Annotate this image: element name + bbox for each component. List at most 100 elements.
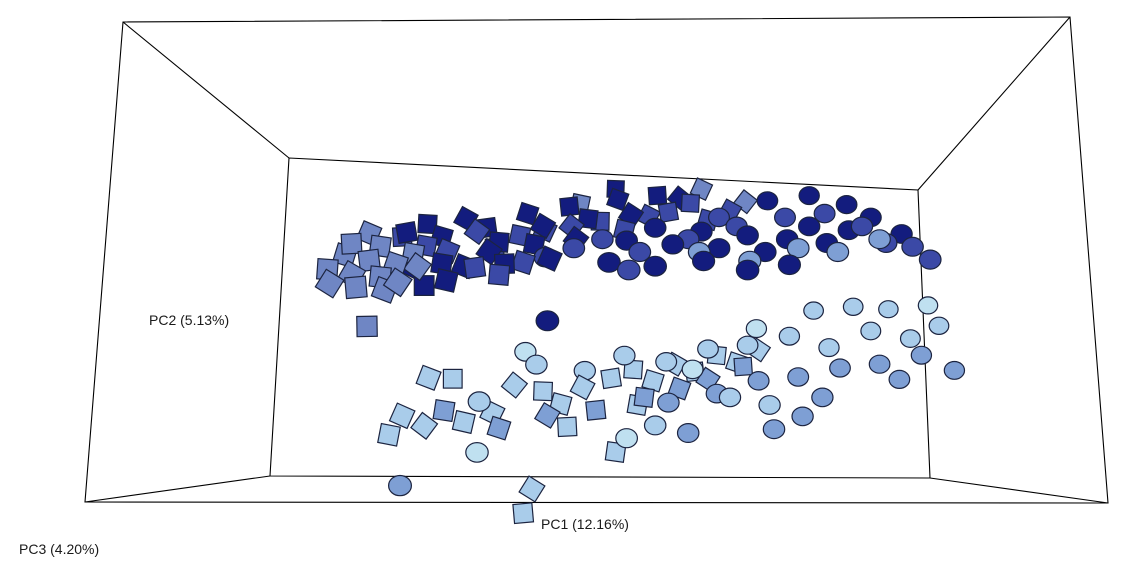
square-point xyxy=(647,185,668,206)
square-point xyxy=(410,411,439,440)
circle-point xyxy=(597,251,621,273)
circle-point xyxy=(835,195,858,215)
square-point xyxy=(559,196,580,217)
circle-point xyxy=(918,249,942,270)
circle-point xyxy=(826,241,850,263)
circle-point xyxy=(681,359,704,380)
square-point xyxy=(569,374,596,401)
circle-point xyxy=(777,254,802,276)
circle-point xyxy=(910,345,933,365)
square-point xyxy=(532,381,554,402)
circle-point xyxy=(535,310,560,332)
circle-point xyxy=(860,321,882,341)
circle-point xyxy=(661,234,685,255)
square-point xyxy=(536,245,563,272)
circle-point xyxy=(791,406,814,427)
circle-point xyxy=(813,203,836,224)
square-point xyxy=(402,251,433,282)
square-point xyxy=(512,502,535,525)
circle-point xyxy=(613,345,636,366)
circle-point xyxy=(657,392,680,413)
circle-point xyxy=(718,387,742,408)
circle-point xyxy=(850,216,874,237)
circle-point xyxy=(735,259,760,281)
circle-point xyxy=(803,301,824,320)
square-point xyxy=(340,232,363,255)
circle-point xyxy=(736,335,759,355)
circle-point xyxy=(899,329,921,349)
circle-point xyxy=(798,216,821,237)
circle-point xyxy=(676,423,700,444)
circle-point xyxy=(643,415,667,436)
square-point xyxy=(417,213,438,235)
circle-point xyxy=(798,186,820,206)
circle-point xyxy=(465,442,489,463)
square-point xyxy=(680,193,701,213)
square-point xyxy=(395,221,419,245)
circle-point xyxy=(591,229,614,250)
circle-point xyxy=(388,474,413,497)
square-point xyxy=(382,267,413,298)
circle-point xyxy=(868,229,891,250)
circle-point xyxy=(842,297,864,316)
edge-top-left xyxy=(122,21,290,159)
circle-point xyxy=(787,367,810,387)
circle-point xyxy=(467,391,491,412)
circle-point xyxy=(901,236,924,257)
edge-bottom-right xyxy=(929,477,1109,504)
circle-point xyxy=(707,207,730,228)
square-point xyxy=(556,416,578,438)
circle-point xyxy=(745,319,768,339)
circle-point xyxy=(643,217,667,238)
circle-point xyxy=(655,351,678,372)
circle-point xyxy=(747,370,770,391)
square-point xyxy=(515,201,540,226)
circle-point xyxy=(616,259,641,281)
square-point xyxy=(451,409,476,435)
square-point xyxy=(463,256,487,280)
square-point xyxy=(442,368,463,389)
edge-top-right xyxy=(917,16,1071,191)
square-point xyxy=(657,201,680,223)
square-point xyxy=(518,475,546,503)
circle-point xyxy=(697,339,719,359)
plot-box-frame xyxy=(84,16,1109,504)
square-point xyxy=(356,315,378,338)
square-point xyxy=(600,367,623,390)
circle-point xyxy=(691,250,716,272)
circle-point xyxy=(778,326,801,346)
circle-point xyxy=(888,369,911,389)
circle-point xyxy=(615,428,638,449)
square-point xyxy=(606,187,630,212)
circle-point xyxy=(736,225,759,246)
circle-point xyxy=(756,191,779,211)
circle-point xyxy=(758,395,781,415)
square-point xyxy=(486,415,512,441)
square-point xyxy=(377,422,401,447)
circle-point xyxy=(811,387,834,408)
circle-point xyxy=(762,419,786,440)
y-axis-label: PC2 (5.13%) xyxy=(149,312,230,328)
circle-point xyxy=(829,358,851,378)
circle-point xyxy=(917,296,939,315)
circle-point xyxy=(562,238,586,259)
circle-point xyxy=(773,207,796,228)
edge-bottom-left xyxy=(84,475,271,503)
square-point xyxy=(633,386,655,408)
square-point xyxy=(388,402,416,430)
z-axis-label: PC3 (4.20%) xyxy=(19,541,100,557)
square-point xyxy=(500,371,529,399)
circle-point xyxy=(786,238,810,259)
x-axis-label: PC1 (12.16%) xyxy=(541,516,629,532)
circle-point xyxy=(868,354,891,374)
circle-point xyxy=(643,255,667,277)
front-face xyxy=(84,16,1109,504)
square-point xyxy=(463,218,491,246)
square-point xyxy=(529,212,557,240)
data-points xyxy=(314,177,966,525)
circle-point xyxy=(818,338,840,358)
square-point xyxy=(487,263,511,286)
square-point xyxy=(533,401,561,429)
square-point xyxy=(433,268,459,293)
